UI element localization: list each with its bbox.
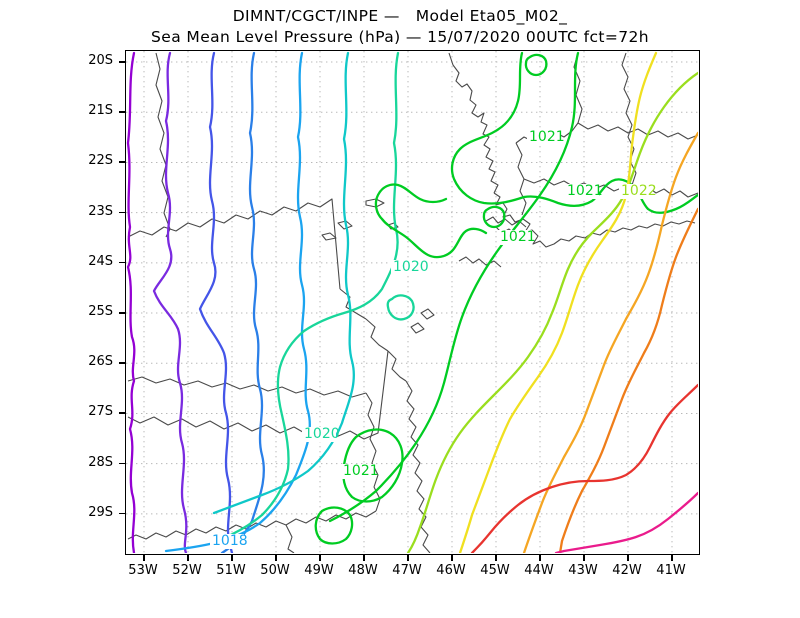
x-tick bbox=[451, 555, 453, 561]
contour-labels: 1021 1021 1022 1021 1020 1020 1021 1018 bbox=[210, 129, 657, 549]
chart-title-block: DIMNT/CGCT/INPE — Model Eta05_M02_ Sea M… bbox=[0, 6, 800, 48]
contour-1027 bbox=[554, 491, 698, 553]
title-line-2: Sea Mean Level Pressure (hPa) — 15/07/20… bbox=[151, 28, 649, 46]
x-tick bbox=[407, 555, 409, 561]
x-tick bbox=[539, 555, 541, 561]
x-axis-tick-label: 42W bbox=[612, 563, 642, 578]
y-axis-tick-label: 22S bbox=[88, 153, 113, 169]
contour-1015 bbox=[152, 51, 188, 553]
contour-1021-main bbox=[450, 51, 526, 205]
y-tick bbox=[119, 211, 125, 214]
contour-1022 bbox=[406, 71, 698, 553]
contour-1021-blob1 bbox=[482, 205, 506, 229]
y-tick bbox=[119, 61, 125, 63]
contour-label-backdrop bbox=[341, 464, 375, 479]
contour-1023 bbox=[458, 51, 658, 553]
contour-lines-layer bbox=[126, 51, 698, 553]
y-axis-tick-label: 20S bbox=[88, 53, 113, 69]
contour-value-label: 1021 bbox=[567, 183, 603, 199]
x-axis-tick-label: 53W bbox=[128, 563, 158, 578]
x-axis-tick-label: 49W bbox=[304, 563, 334, 578]
y-tick bbox=[119, 362, 125, 364]
x-tick bbox=[187, 555, 189, 561]
y-tick bbox=[119, 512, 125, 515]
x-tick bbox=[495, 555, 497, 561]
x-axis-tick-label: 52W bbox=[172, 563, 202, 578]
x-axis-tick-label: 44W bbox=[524, 563, 554, 578]
y-tick bbox=[119, 161, 125, 163]
contour-value-label: 1020 bbox=[393, 259, 429, 275]
contour-label-backdrop bbox=[210, 534, 244, 549]
y-tick bbox=[119, 312, 125, 314]
x-tick bbox=[231, 555, 233, 561]
contour-value-label: 1021 bbox=[529, 129, 565, 145]
contour-label-backdrop bbox=[527, 130, 561, 145]
x-tick bbox=[671, 555, 673, 561]
contour-label-backdrop bbox=[565, 184, 599, 199]
contour-1026 bbox=[470, 383, 698, 553]
y-axis-tick-label: 21S bbox=[88, 103, 113, 119]
contour-1024 bbox=[522, 131, 698, 553]
x-axis-tick-label: 47W bbox=[392, 563, 422, 578]
contour-1021-closed-s2 bbox=[314, 506, 354, 545]
y-tick bbox=[119, 261, 125, 264]
x-axis-tick-label: 46W bbox=[436, 563, 466, 578]
contour-1021-south bbox=[328, 51, 580, 523]
x-axis-tick-label: 50W bbox=[260, 563, 290, 578]
contour-value-label: 1018 bbox=[212, 533, 248, 549]
x-tick bbox=[143, 555, 145, 561]
y-tick bbox=[119, 412, 125, 414]
contour-1016 bbox=[198, 51, 234, 553]
gridlines bbox=[126, 51, 698, 553]
x-tick bbox=[363, 555, 365, 561]
contour-value-label: 1022 bbox=[621, 183, 657, 199]
contour-label-backdrop bbox=[302, 427, 336, 442]
contour-plot-area: 1021 1021 1022 1021 1020 1020 1021 1018 bbox=[125, 50, 700, 555]
contour-label-backdrop bbox=[391, 260, 425, 275]
y-axis-tick-label: 27S bbox=[88, 404, 113, 420]
contour-1018 bbox=[164, 51, 311, 553]
x-tick bbox=[319, 555, 321, 561]
contour-svg: 1021 1021 1022 1021 1020 1020 1021 1018 bbox=[126, 51, 698, 553]
contour-value-label: 1020 bbox=[304, 426, 340, 442]
contour-1021-lower bbox=[374, 183, 488, 259]
x-axis-tick-label: 45W bbox=[480, 563, 510, 578]
x-axis-tick-label: 51W bbox=[216, 563, 246, 578]
contour-label-backdrop bbox=[498, 230, 532, 245]
y-axis-tick-label: 29S bbox=[88, 504, 113, 520]
contour-1020-closed bbox=[386, 294, 415, 321]
y-tick bbox=[119, 111, 125, 113]
x-tick bbox=[583, 555, 585, 561]
x-axis-tick-label: 43W bbox=[568, 563, 598, 578]
contour-label-backdrop bbox=[619, 184, 653, 199]
contour-1019 bbox=[212, 51, 355, 515]
x-axis-tick-label: 41W bbox=[656, 563, 686, 578]
contour-1021-blob2 bbox=[524, 53, 548, 77]
title-line-1: DIMNT/CGCT/INPE — Model Eta05_M02_ bbox=[232, 7, 568, 25]
contour-1014 bbox=[126, 51, 136, 553]
contour-1021-coast bbox=[522, 178, 698, 214]
contour-1025 bbox=[558, 207, 698, 553]
y-axis-tick-label: 23S bbox=[88, 203, 113, 219]
x-axis-tick-label: 48W bbox=[348, 563, 378, 578]
y-tick bbox=[119, 462, 125, 465]
x-tick bbox=[627, 555, 629, 561]
contour-value-label: 1021 bbox=[343, 463, 379, 479]
y-axis-tick-label: 28S bbox=[88, 454, 113, 470]
x-tick bbox=[275, 555, 277, 561]
y-axis-tick-label: 26S bbox=[88, 354, 113, 370]
contour-1020 bbox=[220, 51, 400, 541]
y-axis-tick-label: 25S bbox=[88, 304, 113, 320]
contour-value-label: 1021 bbox=[500, 229, 536, 245]
y-axis-tick-label: 24S bbox=[88, 253, 113, 269]
